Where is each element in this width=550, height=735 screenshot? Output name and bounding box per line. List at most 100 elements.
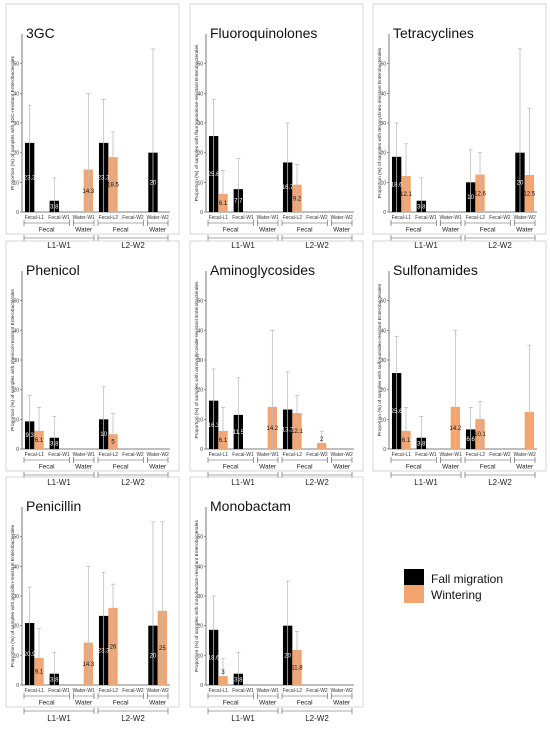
data-label: 23.3 <box>24 175 36 181</box>
y-axis-label: Proportion (%) of samples with tetracycl… <box>377 47 383 198</box>
sub-group-label: Water <box>516 227 534 234</box>
sub-group-label: Water <box>333 227 351 234</box>
y-tick-label: 0 <box>200 447 203 453</box>
group-label: L1-W1 <box>414 241 438 250</box>
y-tick-label: 50 <box>380 299 386 305</box>
data-label: 12.5 <box>524 191 536 197</box>
chart-title: Penicillin <box>26 498 81 514</box>
data-label: 12.1 <box>291 429 303 435</box>
y-tick-label: 20 <box>197 388 203 394</box>
panel-border <box>189 3 364 235</box>
y-tick-label: 10 <box>197 180 203 186</box>
data-label: 23.3 <box>98 648 110 654</box>
data-label: 3.8 <box>417 204 426 210</box>
group-label: L2-W2 <box>488 478 512 487</box>
y-tick-label: 30 <box>13 594 19 600</box>
y-tick-label: 20 <box>197 151 203 157</box>
group-label: L2-W2 <box>121 241 145 250</box>
sub-group-label: Water <box>149 700 167 707</box>
chart-title: Phenicol <box>26 262 80 278</box>
y-tick-label: 40 <box>197 328 203 334</box>
y-tick-label: 40 <box>13 328 19 334</box>
panel-border <box>5 476 180 708</box>
sub-group-label: Water <box>442 227 460 234</box>
chart-title: Monobactam <box>210 498 291 514</box>
chart-title: 3GC <box>26 25 55 41</box>
sub-group-label: Fecal <box>113 227 129 234</box>
x-tick-label: Water-W1 <box>257 215 280 221</box>
group-label: L2-W2 <box>121 714 145 723</box>
group-label: L1-W1 <box>231 478 255 487</box>
y-tick-label: 40 <box>380 91 386 97</box>
sub-group-label: Water <box>442 464 460 471</box>
data-label: 9.2 <box>293 196 302 202</box>
y-tick-label: 0 <box>16 683 19 689</box>
group-label: L2-W2 <box>305 241 329 250</box>
sub-group-label: Fecal <box>39 464 55 471</box>
sub-group-label: Water <box>259 464 277 471</box>
x-tick-label: Fecal-L2 <box>99 215 119 221</box>
data-label: 13.3 <box>282 427 294 433</box>
x-tick-label: Fecal-W2 <box>489 215 511 221</box>
sub-group-label: Fecal <box>297 464 313 471</box>
x-tick-label: Fecal-L2 <box>99 452 119 458</box>
x-tick-label: Water-W1 <box>73 452 96 458</box>
y-axis-label: Proportion (%) of samples with phenicol-… <box>10 288 16 430</box>
group-label: L1-W1 <box>231 714 255 723</box>
sub-group-label: Fecal <box>223 700 239 707</box>
x-tick-label: Fecal-W2 <box>122 215 144 221</box>
x-tick-label: Water-W1 <box>440 215 463 221</box>
chart-title: Fluoroquinolones <box>210 25 317 41</box>
x-tick-label: Fecal-W2 <box>306 452 328 458</box>
y-tick-label: 30 <box>380 358 386 364</box>
x-tick-label: Fecal-W1 <box>232 452 254 458</box>
data-label: 6.6 <box>466 437 475 443</box>
data-label: 6.1 <box>219 201 228 207</box>
x-tick-label: Fecal-L1 <box>25 215 45 221</box>
y-tick-label: 50 <box>197 535 203 541</box>
sub-group-label: Fecal <box>113 700 129 707</box>
data-label: 10.1 <box>474 432 486 438</box>
legend-label-wintering: Wintering <box>431 588 482 602</box>
x-tick-label: Water-W1 <box>73 215 96 221</box>
y-tick-label: 40 <box>13 564 19 570</box>
x-tick-label: Fecal-W1 <box>232 215 254 221</box>
sub-group-label: Water <box>259 227 277 234</box>
data-label: 25.6 <box>208 172 220 178</box>
data-label: 20.9 <box>24 652 36 658</box>
data-label: 5 <box>111 440 115 446</box>
sub-group-label: Fecal <box>406 464 422 471</box>
x-tick-label: Water-W2 <box>514 452 537 458</box>
y-tick-label: 50 <box>13 535 19 541</box>
x-tick-label: Fecal-L2 <box>466 215 486 221</box>
y-axis-label: Proportion (%) of samples with sulfonami… <box>377 283 383 436</box>
x-tick-label: Fecal-W1 <box>415 215 437 221</box>
x-tick-label: Water-W1 <box>257 688 280 694</box>
data-label: 14.2 <box>267 426 279 432</box>
x-tick-label: Fecal-L2 <box>283 215 303 221</box>
x-tick-label: Water-W1 <box>257 452 280 458</box>
sub-group-label: Fecal <box>480 227 496 234</box>
data-label: 18.6 <box>208 655 220 661</box>
x-tick-label: Water-W2 <box>331 688 354 694</box>
x-tick-label: Water-W1 <box>440 452 463 458</box>
data-label: 3.8 <box>50 677 59 683</box>
data-label: 7.7 <box>234 199 243 205</box>
y-tick-label: 40 <box>13 91 19 97</box>
data-label: 2 <box>320 437 324 443</box>
data-label: 3.8 <box>234 677 243 683</box>
data-label: 10 <box>467 195 474 201</box>
sub-group-label: Water <box>75 700 93 707</box>
data-label: 11.8 <box>291 665 303 671</box>
y-tick-label: 20 <box>380 151 386 157</box>
data-label: 18.5 <box>107 183 119 189</box>
x-tick-label: Fecal-L1 <box>25 452 45 458</box>
legend-swatch-wintering <box>404 585 424 603</box>
x-tick-label: Fecal-W2 <box>306 215 328 221</box>
y-tick-label: 20 <box>13 151 19 157</box>
